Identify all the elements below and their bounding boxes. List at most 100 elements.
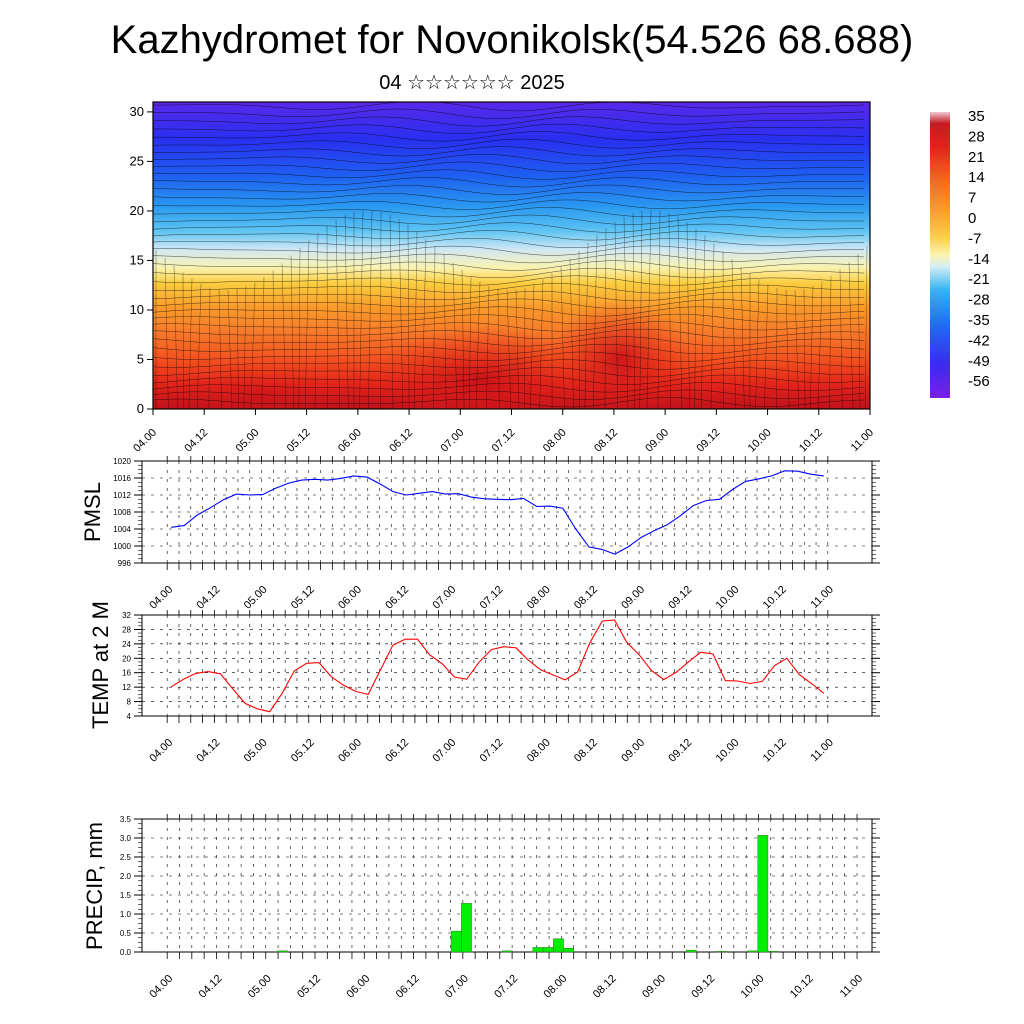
wind-streamline [153,298,865,309]
colorbar-label: -14 [968,251,990,268]
wind-streamline [153,374,865,385]
wind-barb [281,263,287,409]
x-tick-label: 08.12 [591,973,619,1001]
y-tick-label: 1000 [113,542,131,551]
wind-streamline [153,397,865,408]
y-tick-label: 1.0 [120,910,132,919]
colorbar-label: -7 [968,230,981,247]
x-tick-label: 10.00 [714,584,742,612]
wind-barb [380,211,382,409]
wind-barb [764,284,769,409]
wind-barb [421,238,427,409]
wind-streamline [153,199,865,210]
wind-streamline [153,359,865,370]
hm-x-tick-label: 04.12 [182,427,210,455]
wind-barb [497,288,500,409]
wind-barb [614,222,618,409]
wind-barb [694,228,697,409]
wind-barb [359,210,364,409]
wind-streamline [153,230,865,241]
wind-barb [218,289,222,409]
wind-streamline [153,321,864,332]
wind-barb [188,278,193,409]
wind-streamline [153,146,865,157]
colorbar: 35 28 21 14 7 0 -7 -14 -21 -28 -35 -42 -49 -56 [930,108,990,398]
x-tick-label: 08.12 [572,584,600,612]
wind-streamline [153,336,865,347]
wind-streamline [153,214,864,225]
precip-bar [767,950,779,953]
hm-y-tick-label: 10 [130,302,144,317]
x-tick-label: 09.00 [640,973,668,1001]
y-tick-label: 1004 [113,525,131,534]
colorbar-label: -21 [968,271,990,288]
wind-barb [304,239,310,409]
x-tick-label: 11.00 [809,584,836,611]
wind-barb [755,279,760,409]
wind-streamline [153,275,865,286]
x-tick-label: 09.12 [666,737,694,765]
x-tick-label: 07.12 [478,584,506,612]
wind-barb [530,284,535,409]
colorbar-label: -56 [968,373,990,390]
wind-barb [700,235,706,409]
chart-subtitle: 04 ☆☆☆☆☆☆ 2025 [379,72,565,94]
hm-x-tick-label: 07.12 [490,427,518,455]
pmsl-ylabel: PMSL [80,482,105,542]
wind-barb [452,262,458,409]
wind-streamline [153,351,865,362]
x-tick-label: 09.12 [666,584,694,612]
wind-vector-lines [153,102,868,409]
wind-streamline [153,382,865,393]
colorbar-label: 0 [968,210,976,227]
wind-barb [208,287,211,409]
y-tick-label: 16 [122,669,131,678]
plot-frame [141,818,873,953]
precip-bar [542,947,554,953]
x-tick-label: 06.12 [383,584,411,612]
hm-y-tick-label: 5 [137,351,144,366]
wind-streamline [153,313,865,324]
x-tick-label: 10.00 [714,737,742,765]
cross-section-heatmap: 0 5 10 15 20 25 30 04.00 04.12 05.00 05.12 06.00 06.… [130,101,876,455]
x-tick-label: 06.00 [336,584,364,612]
wind-barb [810,285,814,409]
wind-barb [164,257,169,409]
x-tick-label: 10.00 [739,973,767,1001]
wind-barb [785,289,790,409]
wind-barb [560,266,565,409]
plot-frame [141,614,873,717]
wind-barb [632,213,635,409]
wind-barb [515,289,520,409]
wind-barb [407,224,410,409]
x-tick-label: 04.00 [147,584,175,612]
series-line [171,470,824,555]
y-tick-label: 1016 [113,474,131,483]
x-tick-label: 10.12 [761,584,789,612]
wind-barb [848,262,854,409]
y-tick-label: 1020 [113,457,131,466]
wind-barb [475,281,481,409]
wind-barb [686,222,690,409]
wind-barb [539,279,544,409]
wind-streamline [153,343,865,355]
wind-streamline [153,389,865,400]
hm-x-tick-label: 08.00 [541,427,569,455]
wind-barb [443,254,447,409]
x-tick-label: 05.12 [295,973,323,1001]
x-tick-label: 10.12 [788,973,816,1001]
wind-barb [710,243,715,409]
x-tick-label: 08.12 [572,737,600,765]
hm-x-tick-label: 08.12 [592,427,620,455]
x-tick-label: 07.12 [492,973,520,1001]
hm-x-tick-label: 09.12 [695,427,723,455]
x-tick-label: 09.00 [619,584,647,612]
y-tick-label: 2.5 [120,853,132,862]
wind-barb [584,243,589,409]
wind-barb [314,232,319,409]
hm-x-tick-label: 05.00 [234,427,262,455]
colorbar-label: 21 [968,149,985,166]
y-tick-label: 1008 [113,508,131,517]
wind-barb [857,254,861,409]
wind-barb [227,289,233,409]
